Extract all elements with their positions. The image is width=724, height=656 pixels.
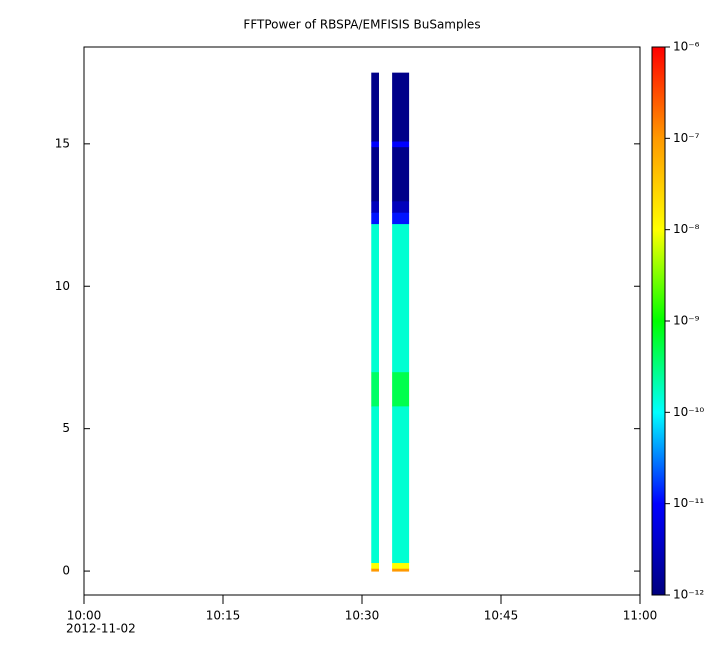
chart-title: FFTPower of RBSPA/EMFISIS BuSamples (243, 18, 480, 32)
colorbar-tick-label: 10⁻¹² (673, 588, 704, 602)
colorbar-tick-label: 10⁻⁹ (673, 314, 700, 328)
spectrogram-cell (371, 72, 379, 142)
spectrogram-cell (392, 146, 410, 202)
spectrogram-cell (392, 562, 410, 569)
spectrogram-cell (371, 371, 379, 407)
y-tick-label: 0 (62, 564, 70, 578)
spectrogram-cell (371, 405, 379, 564)
x-tick-label: 10:15 (206, 609, 241, 623)
spectrogram-cell (392, 371, 410, 407)
spectrogram-cell (371, 212, 379, 225)
spectrogram-cell (392, 223, 410, 373)
colorbar-tick-label: 10⁻⁷ (673, 131, 700, 145)
y-tick-label: 15 (55, 136, 70, 150)
spectrogram-cell (371, 562, 379, 569)
colorbar-tick-label: 10⁻⁸ (673, 222, 700, 236)
spectrogram-cell (392, 405, 410, 564)
colorbar-tick-label: 10⁻¹⁰ (673, 405, 704, 419)
spectrogram-cell (371, 568, 379, 572)
spectrogram-cell (371, 200, 379, 213)
x-date-label: 2012-11-02 (66, 622, 136, 636)
y-tick-label: 10 (55, 279, 70, 293)
spectrogram-cell (371, 140, 379, 148)
colorbar (651, 46, 666, 596)
spectrogram-cell (392, 140, 410, 148)
x-tick-label: 10:30 (345, 609, 380, 623)
spectrogram-cell (392, 200, 410, 213)
colorbar-tick-label: 10⁻¹¹ (673, 496, 704, 510)
x-tick-label: 10:45 (484, 609, 519, 623)
spectrogram-cell (371, 223, 379, 373)
x-tick-label: 11:00 (623, 609, 658, 623)
colorbar-tick-label: 10⁻⁶ (673, 40, 700, 54)
spectrogram-cell (392, 72, 410, 142)
y-tick-label: 5 (62, 421, 70, 435)
plot-frame (83, 46, 641, 596)
spectrogram-cell (392, 212, 410, 225)
spectrogram-cell (371, 146, 379, 202)
spectrogram-cell (392, 568, 410, 572)
x-tick-label: 10:00 (67, 609, 102, 623)
